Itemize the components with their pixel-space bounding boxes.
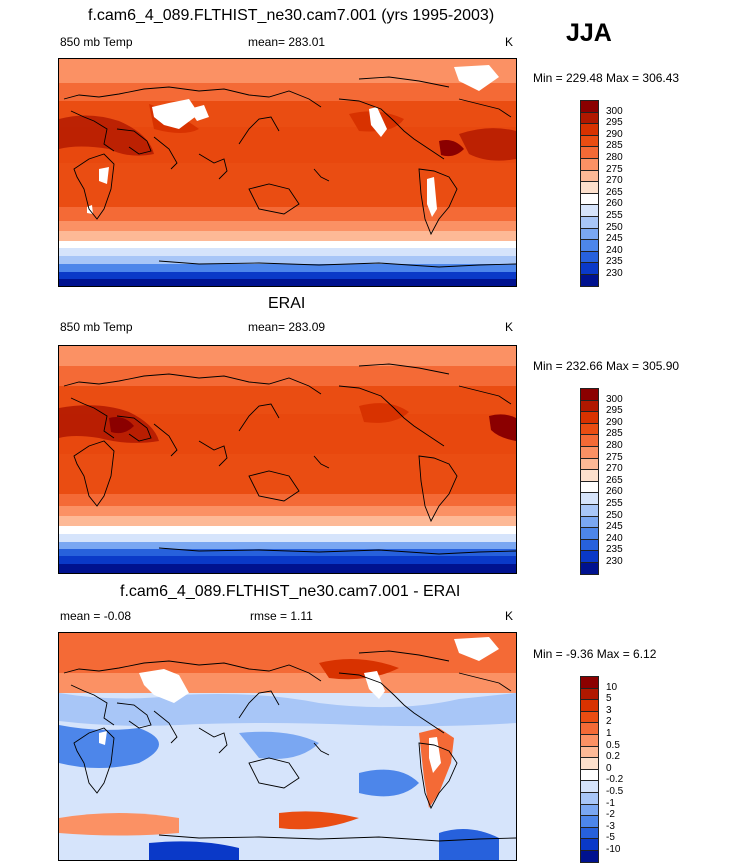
panel-3-mean: mean = -0.08 [60, 609, 132, 623]
panel-1-title: f.cam6_4_089.FLTHIST_ne30.cam7.001 (yrs … [88, 7, 495, 24]
colorbar-label: 280 [606, 440, 623, 451]
colorbar-swatch [580, 274, 599, 287]
panel-2-title: ERAI [268, 295, 306, 312]
colorbar-label: -2 [606, 809, 615, 821]
panel-1-variable: 850 mb Temp [60, 35, 133, 49]
panel-2-units: K [505, 320, 514, 334]
season-label: JJA [566, 19, 612, 47]
colorbar-label: 280 [606, 152, 623, 163]
panel-2-variable: 850 mb Temp [60, 320, 133, 334]
colorbar-label: 260 [606, 486, 623, 498]
colorbar-label: 285 [606, 140, 623, 152]
colorbar-label: 3 [606, 704, 612, 716]
colorbar-label: 270 [606, 175, 623, 187]
panel-1-units: K [505, 35, 514, 49]
colorbar-swatch [580, 562, 599, 575]
colorbar-label: -1 [606, 797, 615, 809]
colorbar-label: 275 [606, 451, 623, 463]
colorbar-label: 0.5 [606, 739, 620, 751]
model-temperature-map [58, 58, 517, 287]
colorbar-label: 5 [606, 693, 612, 705]
colorbar-label: -0.5 [606, 786, 624, 797]
panel-1-mean: mean= 283.01 [248, 35, 326, 49]
colorbar-label: 255 [606, 498, 623, 509]
colorbar-label: 290 [606, 416, 623, 428]
colorbar-label: 295 [606, 405, 623, 417]
colorbar-label: 245 [606, 521, 623, 533]
colorbar-label: 275 [606, 163, 623, 175]
colorbar-label: 230 [606, 556, 623, 567]
colorbar-label: -3 [606, 820, 615, 832]
colorbar-swatch [580, 850, 599, 863]
colorbar-label: 10 [606, 681, 618, 693]
colorbar-label: 265 [606, 474, 623, 486]
colorbar-label: 255 [606, 210, 623, 221]
difference-map [58, 632, 517, 861]
colorbar-label: -0.2 [606, 774, 624, 786]
colorbar-label: 265 [606, 186, 623, 198]
panel-2-mean: mean= 283.09 [248, 320, 326, 334]
colorbar-label: 235 [606, 544, 623, 556]
panel-3-title: f.cam6_4_089.FLTHIST_ne30.cam7.001 - ERA… [120, 583, 461, 600]
panel-3-units: K [505, 609, 514, 623]
colorbar-label: 260 [606, 198, 623, 210]
colorbar-label: 230 [606, 268, 623, 279]
colorbar-label: -10 [606, 844, 621, 855]
colorbar-label: 235 [606, 256, 623, 268]
colorbar-label: 295 [606, 117, 623, 129]
colorbar-label: 245 [606, 233, 623, 245]
colorbar-label: 300 [606, 105, 623, 117]
panel-3-minmax: Min = -9.36 Max = 6.12 [533, 647, 657, 661]
panel-3-rmse: rmse = 1.11 [250, 609, 313, 623]
panel-2-minmax: Min = 232.66 Max = 305.90 [533, 359, 680, 373]
colorbar-label: -5 [606, 832, 615, 844]
colorbar-label: 240 [606, 532, 623, 544]
colorbar-label: 250 [606, 221, 623, 233]
colorbar-label: 1 [606, 728, 612, 739]
colorbar-label: 285 [606, 428, 623, 440]
colorbar-label: 290 [606, 128, 623, 140]
panel-1-minmax: Min = 229.48 Max = 306.43 [533, 71, 680, 85]
colorbar-label: 240 [606, 244, 623, 256]
colorbar-label: 270 [606, 463, 623, 475]
colorbar-label: 2 [606, 716, 612, 728]
erai-temperature-map [58, 345, 517, 574]
colorbar-label: 0.2 [606, 751, 620, 763]
colorbar-label: 0 [606, 762, 612, 774]
colorbar-label: 250 [606, 509, 623, 521]
colorbar-label: 300 [606, 393, 623, 405]
